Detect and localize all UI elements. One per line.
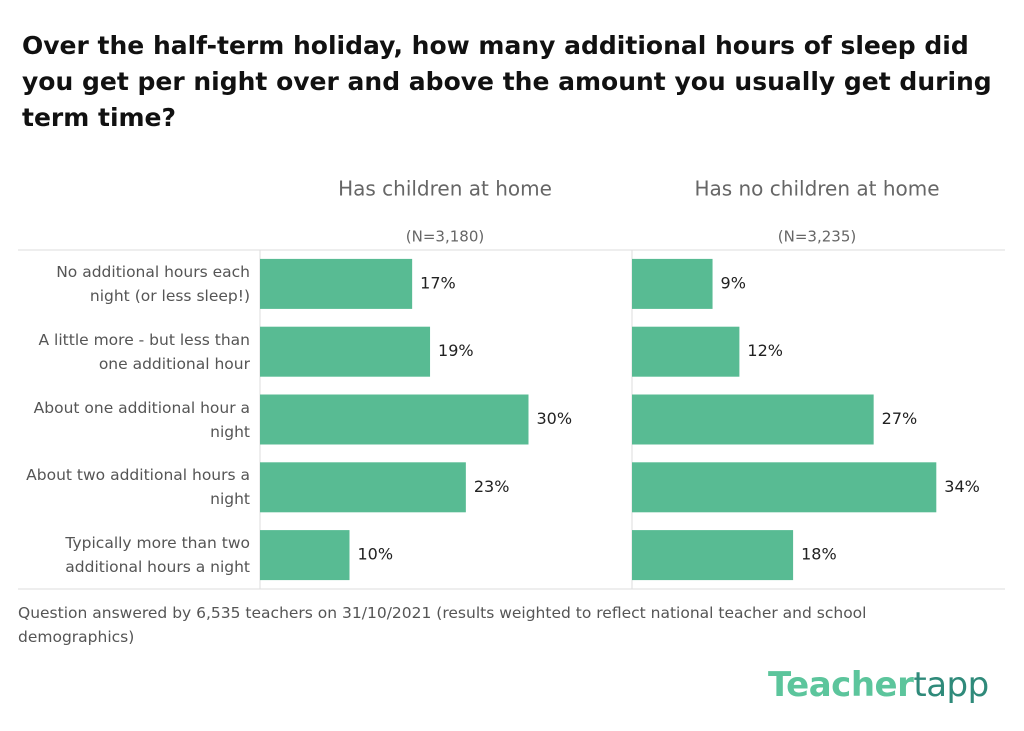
value-label: 12% (747, 341, 783, 360)
bar (260, 326, 431, 377)
value-label: 34% (944, 477, 980, 496)
value-label: 9% (721, 273, 746, 292)
value-label: 27% (882, 409, 918, 428)
value-label: 23% (474, 477, 510, 496)
logo-part: Teacher (768, 665, 914, 705)
bar (260, 530, 350, 581)
bar (632, 530, 794, 581)
bar (632, 258, 713, 309)
value-label: 17% (420, 273, 456, 292)
category-label: About two additional hours a night (26, 466, 250, 509)
value-label: 19% (438, 341, 474, 360)
bar (260, 462, 466, 513)
chart-title: Over the half-term holiday, how many add… (22, 31, 992, 132)
category-label: About one additional hour a night (33, 398, 250, 441)
category-label: A little more - but less than one additi… (38, 330, 250, 373)
panel-n-label: (N=3,180) (406, 228, 484, 246)
logo: Teachertapp (768, 665, 989, 705)
panel-n-label: (N=3,235) (778, 228, 856, 246)
logo-part: tapp (913, 665, 989, 705)
panel-header: Has children at home (338, 177, 552, 201)
value-label: 10% (358, 545, 394, 564)
bar (632, 462, 937, 513)
category-label: Typically more than two additional hours… (65, 534, 250, 577)
value-label: 30% (537, 409, 573, 428)
panel-header: Has no children at home (694, 177, 939, 201)
footnote: Question answered by 6,535 teachers on 3… (18, 604, 867, 646)
bar (632, 394, 874, 445)
bar (632, 326, 740, 377)
value-label: 18% (801, 545, 837, 564)
bar (260, 258, 413, 309)
category-label: No additional hours each night (or less … (56, 262, 250, 305)
bar (260, 394, 529, 445)
